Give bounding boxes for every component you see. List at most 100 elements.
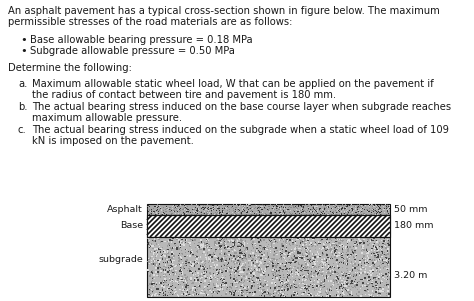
Point bbox=[222, 203, 230, 208]
Point bbox=[310, 273, 318, 278]
Point bbox=[189, 252, 197, 257]
Point bbox=[297, 265, 304, 270]
Point bbox=[169, 203, 177, 208]
Point bbox=[171, 206, 178, 211]
Point bbox=[178, 237, 186, 242]
Point bbox=[268, 256, 276, 261]
Point bbox=[311, 259, 319, 264]
Point bbox=[216, 211, 223, 216]
Point bbox=[173, 237, 181, 242]
Point bbox=[238, 257, 246, 262]
Point bbox=[300, 257, 307, 262]
Point bbox=[146, 282, 154, 287]
Point bbox=[232, 278, 239, 283]
Point bbox=[158, 279, 166, 284]
Point bbox=[168, 264, 176, 268]
Point bbox=[326, 247, 333, 252]
Point bbox=[157, 270, 165, 275]
Point bbox=[188, 237, 196, 242]
Point bbox=[216, 209, 223, 214]
Point bbox=[272, 239, 279, 244]
Point bbox=[257, 266, 265, 271]
Point bbox=[226, 257, 233, 262]
Point bbox=[224, 245, 231, 250]
Point bbox=[176, 251, 183, 256]
Point bbox=[278, 278, 286, 283]
Point bbox=[230, 254, 238, 259]
Point bbox=[244, 209, 251, 214]
Point bbox=[316, 262, 323, 267]
Point bbox=[377, 260, 384, 265]
Point bbox=[359, 206, 366, 210]
Point bbox=[195, 247, 203, 251]
Point bbox=[350, 261, 358, 266]
Point bbox=[260, 245, 268, 250]
Point bbox=[332, 204, 340, 209]
Point bbox=[366, 257, 374, 262]
Point bbox=[270, 289, 277, 293]
Point bbox=[183, 210, 191, 215]
Point bbox=[168, 259, 175, 264]
Point bbox=[150, 209, 157, 214]
Point bbox=[305, 204, 312, 209]
Point bbox=[278, 281, 285, 285]
Point bbox=[359, 211, 367, 216]
Point bbox=[375, 252, 383, 257]
Point bbox=[304, 288, 312, 293]
Point bbox=[300, 205, 307, 210]
Point bbox=[230, 259, 238, 264]
Point bbox=[287, 269, 295, 274]
Point bbox=[261, 281, 269, 286]
Point bbox=[298, 248, 305, 253]
Point bbox=[332, 276, 340, 281]
Point bbox=[359, 244, 366, 248]
Point bbox=[157, 206, 164, 211]
Point bbox=[151, 259, 158, 263]
Point bbox=[195, 267, 203, 272]
Point bbox=[195, 240, 202, 245]
Point bbox=[254, 260, 261, 265]
Point bbox=[375, 253, 383, 258]
Point bbox=[180, 261, 187, 266]
Point bbox=[157, 268, 164, 273]
Point bbox=[173, 263, 181, 268]
Point bbox=[261, 283, 269, 287]
Point bbox=[171, 242, 178, 247]
Point bbox=[238, 288, 246, 293]
Point bbox=[248, 279, 256, 284]
Point bbox=[231, 280, 239, 285]
Point bbox=[291, 291, 298, 296]
Point bbox=[250, 212, 257, 216]
Point bbox=[337, 209, 345, 213]
Point bbox=[284, 282, 292, 287]
Point bbox=[151, 284, 159, 289]
Point bbox=[191, 276, 199, 281]
Point bbox=[374, 287, 382, 292]
Point bbox=[212, 283, 220, 288]
Point bbox=[357, 267, 365, 272]
Point bbox=[375, 290, 383, 295]
Point bbox=[274, 269, 282, 274]
Point bbox=[224, 264, 231, 269]
Point bbox=[279, 243, 287, 248]
Point bbox=[154, 269, 162, 274]
Point bbox=[173, 236, 181, 241]
Point bbox=[189, 271, 197, 276]
Point bbox=[256, 245, 264, 250]
Point bbox=[385, 272, 393, 277]
Point bbox=[170, 267, 177, 272]
Point bbox=[267, 244, 274, 249]
Point bbox=[147, 207, 155, 212]
Point bbox=[213, 271, 220, 276]
Point bbox=[262, 269, 270, 274]
Point bbox=[376, 293, 384, 297]
Point bbox=[190, 207, 198, 212]
Point bbox=[346, 273, 354, 278]
Point bbox=[337, 243, 344, 248]
Point bbox=[365, 261, 373, 265]
Point bbox=[225, 205, 232, 210]
Point bbox=[228, 265, 236, 269]
Point bbox=[346, 284, 353, 289]
Point bbox=[330, 264, 337, 269]
Point bbox=[370, 236, 378, 240]
